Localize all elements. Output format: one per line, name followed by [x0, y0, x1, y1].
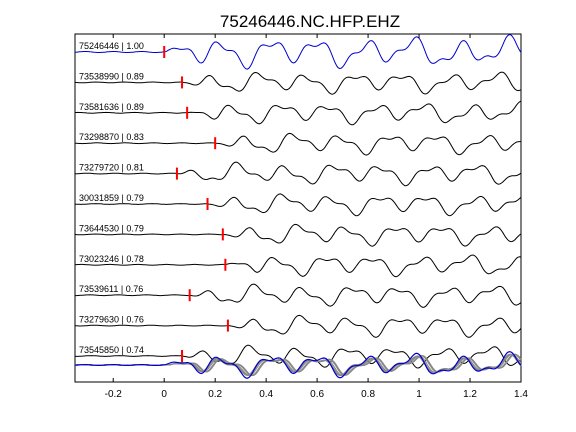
trace-line-1: [74, 71, 522, 95]
trace-label-0: 75246446 | 1.00: [79, 41, 144, 51]
x-tick-label-7: 1.2: [463, 389, 477, 400]
x-tick-label-6: 1: [416, 389, 422, 400]
overlay-reference-trace: [74, 351, 522, 379]
trace-line-10: [74, 344, 522, 369]
trace-label-3: 73298870 | 0.83: [79, 132, 144, 142]
chart-title: 75246446.NC.HFP.EHZ: [220, 12, 400, 31]
x-axis: -0.2 0 0.2 0.4 0.6 0.8 1 1.2 1.4: [105, 34, 528, 400]
trace-line-7: [74, 254, 522, 278]
trace-label-2: 73581636 | 0.89: [79, 102, 144, 112]
trace-line-0: [74, 34, 522, 70]
x-tick-label-0: -0.2: [105, 389, 123, 400]
overlay-stack: [74, 351, 522, 379]
trace-line-8: [75, 283, 522, 308]
x-tick-label-4: 0.6: [310, 389, 324, 400]
trace-label-10: 73545850 | 0.74: [79, 345, 144, 355]
trace-label-6: 73644530 | 0.79: [79, 223, 144, 233]
x-tick-label-5: 0.8: [361, 389, 375, 400]
trace-label-7: 73023246 | 0.78: [79, 254, 144, 264]
x-tick-label-3: 0.4: [259, 389, 273, 400]
trace-line-9: [74, 314, 522, 338]
trace-line-2: [75, 100, 522, 126]
trace-label-5: 30031859 | 0.79: [79, 193, 144, 203]
trace-label-4: 73279720 | 0.81: [79, 163, 144, 173]
x-tick-label-2: 0.2: [208, 389, 222, 400]
trace-line-4: [74, 161, 522, 187]
trace-label-1: 73538990 | 0.89: [79, 71, 144, 81]
x-tick-label-8: 1.4: [514, 389, 528, 400]
x-tick-label-1: 0: [161, 389, 167, 400]
trace-line-6: [74, 223, 522, 247]
traces-group: 75246446 | 1.00 73538990 | 0.89 73581636 |…: [74, 34, 522, 369]
trace-label-8: 73539611 | 0.76: [79, 284, 143, 294]
trace-label-9: 73279630 | 0.76: [79, 315, 144, 325]
trace-line-3: [74, 132, 521, 156]
trace-line-5: [74, 193, 522, 217]
plot-frame: [74, 33, 522, 383]
